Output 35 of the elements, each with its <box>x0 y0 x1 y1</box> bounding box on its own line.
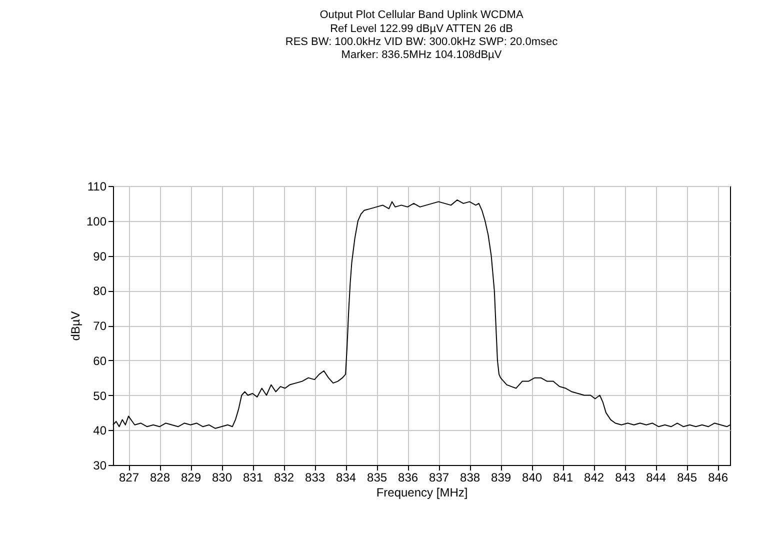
x-tick-label: 844 <box>646 470 666 484</box>
x-tick-label: 842 <box>584 470 604 484</box>
text: Marker: 836.5MHz 104.108dBµV <box>341 49 502 61</box>
x-tick-label: 841 <box>553 470 574 484</box>
chart-title: Output Plot Cellular Band Uplink WCDMA <box>320 9 524 21</box>
y-axis-title: dBµV <box>68 311 82 341</box>
y-tick-label: 80 <box>93 284 107 298</box>
y-tick-label: 110 <box>87 180 107 194</box>
x-tick-label: 832 <box>274 470 294 484</box>
x-tick-label: 829 <box>180 470 202 484</box>
x-tick-label: 846 <box>708 470 728 484</box>
text: Ref Level 122.99 dBµV ATTEN 26 dB <box>330 23 513 35</box>
x-tick-label: 835 <box>367 470 388 484</box>
y-tick-label: 30 <box>93 458 107 472</box>
y-tick-label: 50 <box>93 388 107 403</box>
x-tick-label: 837 <box>429 470 450 484</box>
x-tick-label: 838 <box>460 470 480 484</box>
text: RES BW: 100.0kHz VID BW: 300.0kHz SWP: 20.0msec <box>285 36 558 48</box>
x-tick-label: 827 <box>118 470 140 484</box>
x-tick-label: 839 <box>491 470 512 484</box>
y-tick-label: 90 <box>93 249 107 264</box>
x-tick-label: 843 <box>615 470 636 484</box>
x-tick-label: 836 <box>398 470 418 484</box>
x-tick-label: 830 <box>212 470 232 484</box>
x-tick-label: 833 <box>305 470 326 484</box>
x-tick-label: 834 <box>336 470 356 484</box>
x-tick-label: 840 <box>522 470 542 484</box>
y-tick-label: 100 <box>86 214 107 228</box>
x-axis-title: Frequency [MHz] <box>376 486 468 500</box>
x-tick-label: 845 <box>677 470 698 484</box>
x-tick-label: 828 <box>150 470 170 484</box>
x-tick-label: 831 <box>243 470 264 484</box>
y-tick-label: 70 <box>93 319 107 333</box>
y-tick-label: 60 <box>93 354 107 368</box>
y-tick-label: 40 <box>93 424 107 438</box>
